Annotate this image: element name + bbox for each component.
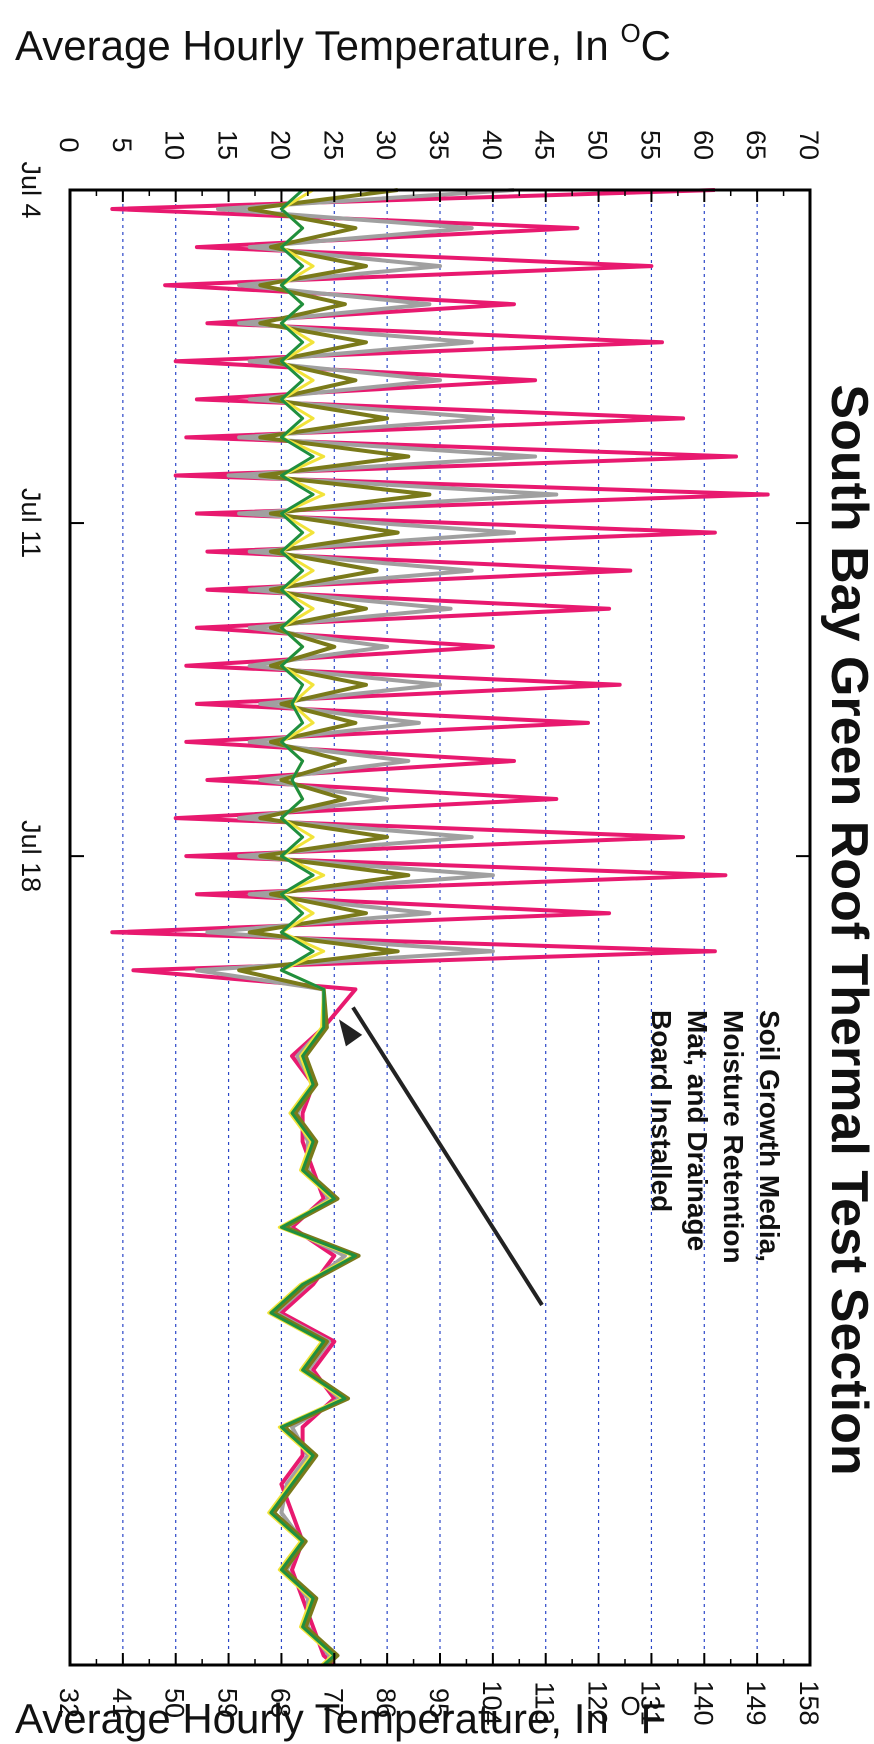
celsius-tick-label: 40	[477, 130, 507, 160]
celsius-tick-label: 0	[54, 137, 84, 152]
date-tick-label: Jul 4	[16, 161, 46, 218]
fahrenheit-tick-label: 86	[371, 1688, 401, 1718]
series-line-hot	[110, 188, 770, 1667]
fahrenheit-tick-label: 158	[794, 1680, 824, 1725]
annotation-line-3: Mat, and Drainage	[682, 1010, 713, 1251]
annotation-line-1: Soil Growth Media,	[754, 1010, 785, 1262]
fahrenheit-tick-label: 95	[424, 1688, 454, 1718]
celsius-tick-label: 50	[583, 130, 613, 160]
annotation-arrow	[351, 1006, 544, 1307]
celsius-tick-label: 45	[530, 130, 560, 160]
series-group	[110, 188, 770, 1667]
axis-ticks	[69, 189, 811, 1665]
fahrenheit-tick-label: 41	[107, 1688, 137, 1718]
celsius-tick-label: 20	[265, 130, 295, 160]
celsius-axis-title: Average Hourly Temperature, In OC	[15, 18, 671, 69]
annotation-arrow-head	[339, 1019, 363, 1047]
fahrenheit-tick-label: 104	[477, 1680, 507, 1725]
celsius-tick-label: 25	[318, 130, 348, 160]
annotation-line-2: Moisture Retention	[718, 1010, 749, 1264]
date-tick-label: Jul 11	[16, 488, 46, 558]
series-line-green	[269, 188, 357, 1667]
date-tick-label: Jul 18	[16, 820, 46, 892]
fahrenheit-tick-label: 68	[265, 1688, 295, 1718]
fahrenheit-tick-label: 32	[54, 1688, 84, 1718]
celsius-tick-label: 65	[741, 130, 771, 160]
series-line-olive	[237, 188, 432, 1667]
fahrenheit-tick-label: 59	[213, 1688, 243, 1718]
fahrenheit-tick-label: 50	[160, 1688, 190, 1718]
celsius-tick-label: 5	[107, 137, 137, 152]
fahrenheit-tick-label: 113	[530, 1681, 560, 1724]
fahrenheit-tick-label: 149	[741, 1680, 771, 1725]
fahrenheit-tick-label: 131	[635, 1680, 665, 1725]
fahrenheit-tick-label: 140	[688, 1680, 718, 1725]
date-tick-labels: Jul 4 Jul 11 Jul 18	[16, 161, 46, 892]
fahrenheit-tick-label: 122	[583, 1680, 613, 1725]
fahrenheit-tick-labels: 32 41 50 59 68 77 86 95 104 113 122 131 140 149 158	[54, 1680, 824, 1725]
celsius-tick-label: 60	[688, 130, 718, 160]
celsius-tick-label: 35	[424, 130, 454, 160]
celsius-tick-label: 30	[371, 130, 401, 160]
install-annotation: Soil Growth Media, Moisture Retention Ma…	[339, 1006, 785, 1307]
fahrenheit-axis-title: Average Hourly Temperature, In OF	[15, 1691, 666, 1742]
fahrenheit-tick-label: 77	[318, 1688, 348, 1718]
celsius-tick-label: 10	[160, 130, 190, 160]
celsius-tick-label: 55	[635, 130, 665, 160]
celsius-tick-label: 15	[213, 130, 243, 160]
celsius-tick-labels: 0 5 10 15 20 25 30 35 40 45 50 55 60 65 70	[54, 130, 824, 160]
annotation-line-4: Board Installed	[646, 1010, 677, 1212]
chart-title: South Bay Green Roof Thermal Test Sectio…	[820, 384, 874, 1475]
celsius-tick-label: 70	[794, 130, 824, 160]
